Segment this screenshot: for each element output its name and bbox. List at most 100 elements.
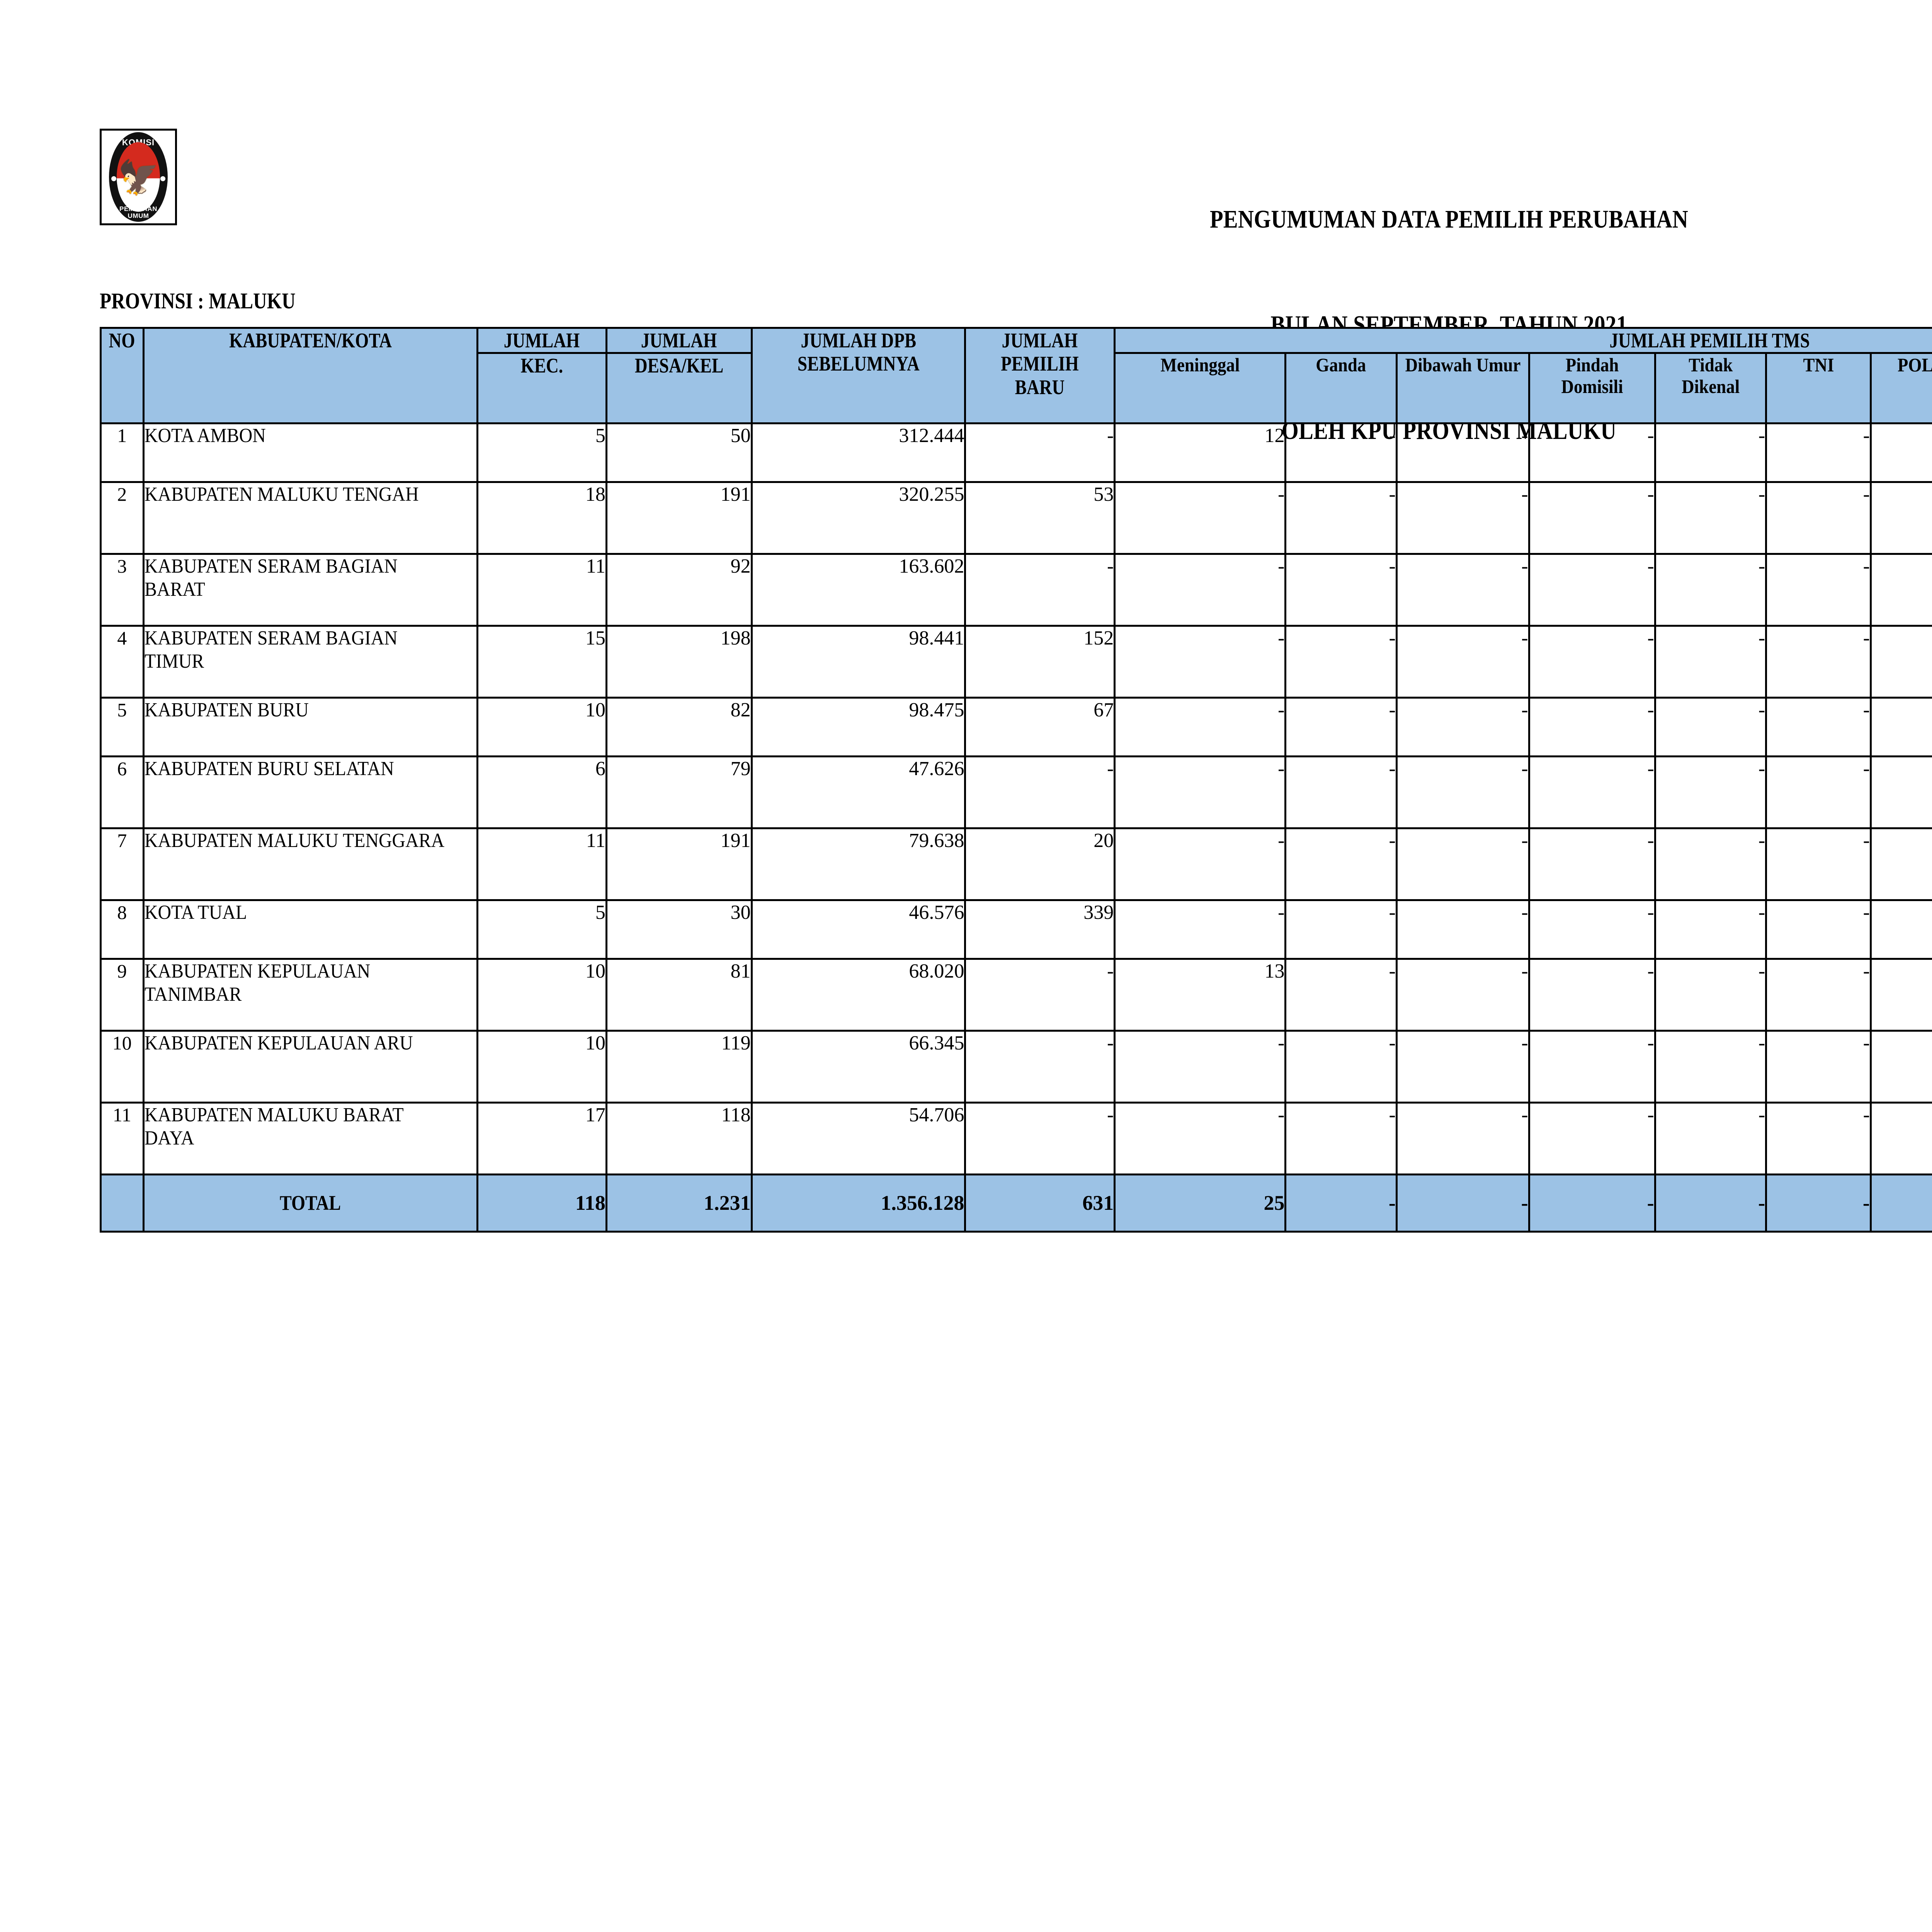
total-cell-tms-tidak-dikenal: - [1654, 1173, 1767, 1233]
cell-tms-tidak-dikenal: - [1654, 755, 1767, 829]
cell-tms-tni: - [1765, 422, 1872, 483]
cell-tms-meninggal: - [1114, 481, 1287, 555]
cell-tms-pindah-domisili: - [1528, 624, 1656, 699]
table-row: 10 KABUPATEN KEPULAUAN ARU 10 119 66.345… [100, 1029, 1932, 1104]
cell-tms-ganda: - [1284, 957, 1398, 1032]
cell-desa-kel: 198 [605, 624, 753, 699]
cell-tms-pindah-domisili: - [1528, 553, 1656, 627]
cell-no: 5 [100, 696, 145, 757]
cell-tms-meninggal: - [1114, 1029, 1287, 1104]
cell-tms-pindah-domisili: - [1528, 957, 1656, 1032]
dpb-table: NO KABUPATEN/KOTA JUMLAH JUMLAH JUMLAH D… [100, 327, 1932, 1233]
cell-tms-ganda: - [1284, 481, 1398, 555]
cell-tms-tni: - [1765, 957, 1872, 1032]
cell-desa-kel: 191 [605, 481, 753, 555]
cell-dpb-sebelumnya: 66.345 [750, 1029, 966, 1104]
table-row: 5 KABUPATEN BURU 10 82 98.475 67 - - - -… [100, 696, 1932, 757]
cell-tms-tidak-dikenal: - [1654, 553, 1767, 627]
cell-tms-dibawah-umur: - [1395, 899, 1530, 960]
cell-kec: 5 [476, 899, 607, 960]
cell-pemilih-baru: - [964, 1101, 1116, 1175]
cell-kec: 5 [476, 422, 607, 483]
cell-desa-kel: 79 [605, 755, 753, 829]
col-header-tms-ganda: Ganda [1284, 352, 1398, 424]
cell-kabupaten-kota: KOTA AMBON [142, 422, 478, 483]
cell-tms-pindah-domisili: - [1528, 696, 1656, 757]
total-cell-tms-dibawah-umur: - [1395, 1173, 1530, 1233]
cell-tms-ganda: - [1284, 1029, 1398, 1104]
cell-tms-polri: - [1869, 696, 1932, 757]
cell-dpb-sebelumnya: 68.020 [750, 957, 966, 1032]
cell-kabupaten-kota: KOTA TUAL [142, 899, 478, 960]
table-total-row: TOTAL 118 1.231 1.356.128 631 25 - - - -… [100, 1173, 1932, 1233]
table-row: 8 KOTA TUAL 5 30 46.576 339 - - - - - - … [100, 899, 1932, 960]
cell-kabupaten-kota: KABUPATEN BURU [142, 696, 478, 757]
cell-no: 2 [100, 481, 145, 555]
total-cell-pemilih-baru: 631 [964, 1173, 1116, 1233]
cell-desa-kel: 119 [605, 1029, 753, 1104]
col-header-jumlah-pemilih-tms: JUMLAH PEMILIH TMS [1114, 327, 1932, 354]
cell-tms-tidak-dikenal: - [1654, 827, 1767, 901]
col-header-tms-tni: TNI [1765, 352, 1872, 424]
logo-text-bottom: PEMILIHAN UMUM [119, 205, 157, 220]
cell-tms-ganda: - [1284, 827, 1398, 901]
col-header-desa-kel: DESA/KEL [605, 352, 753, 424]
total-cell-tms-meninggal: 25 [1114, 1173, 1287, 1233]
table-header: NO KABUPATEN/KOTA JUMLAH JUMLAH JUMLAH D… [100, 327, 1932, 424]
table-body: 1 KOTA AMBON 5 50 312.444 - 12 - - - - -… [100, 422, 1932, 1233]
col-header-jumlah-dpb-sebelumnya: JUMLAH DPB SEBELUMNYA [750, 327, 966, 424]
cell-dpb-sebelumnya: 98.441 [750, 624, 966, 699]
cell-pemilih-baru: - [964, 553, 1116, 627]
cell-pemilih-baru: - [964, 755, 1116, 829]
total-label: TOTAL [142, 1173, 478, 1233]
logo-dot-left-icon [111, 176, 116, 181]
cell-tms-ganda: - [1284, 624, 1398, 699]
cell-kec: 10 [476, 696, 607, 757]
cell-tms-ganda: - [1284, 696, 1398, 757]
cell-tms-tni: - [1765, 624, 1872, 699]
col-header-jumlah-desa-top: JUMLAH [605, 327, 753, 354]
cell-tms-tidak-dikenal: - [1654, 1101, 1767, 1175]
cell-tms-polri: - [1869, 1029, 1932, 1104]
cell-tms-pindah-domisili: - [1528, 827, 1656, 901]
cell-kabupaten-kota: KABUPATEN SERAM BAGIAN TIMUR [142, 624, 478, 699]
col-header-tms-meninggal: Meninggal [1114, 352, 1287, 424]
cell-tms-polri: - [1869, 553, 1932, 627]
cell-tms-meninggal: - [1114, 624, 1287, 699]
cell-tms-pindah-domisili: - [1528, 1029, 1656, 1104]
table-row: 4 KABUPATEN SERAM BAGIAN TIMUR 15 198 98… [100, 624, 1932, 699]
cell-tms-meninggal: - [1114, 1101, 1287, 1175]
cell-kabupaten-kota: KABUPATEN MALUKU BARAT DAYA [142, 1101, 478, 1175]
cell-tms-dibawah-umur: - [1395, 553, 1530, 627]
cell-kec: 10 [476, 957, 607, 1032]
cell-kec: 6 [476, 755, 607, 829]
cell-kec: 15 [476, 624, 607, 699]
cell-dpb-sebelumnya: 79.638 [750, 827, 966, 901]
col-header-jumlah-pemilih-baru: JUMLAH PEMILIH BARU [964, 327, 1116, 424]
dpb-table-container: NO KABUPATEN/KOTA JUMLAH JUMLAH JUMLAH D… [100, 327, 1932, 1233]
cell-dpb-sebelumnya: 46.576 [750, 899, 966, 960]
total-cell-dpb-sebelumnya: 1.356.128 [750, 1173, 966, 1233]
cell-pemilih-baru: 53 [964, 481, 1116, 555]
total-cell-desa-kel: 1.231 [605, 1173, 753, 1233]
table-row: 3 KABUPATEN SERAM BAGIAN BARAT 11 92 163… [100, 553, 1932, 627]
table-row: 1 KOTA AMBON 5 50 312.444 - 12 - - - - -… [100, 422, 1932, 483]
cell-no: 10 [100, 1029, 145, 1104]
cell-pemilih-baru: - [964, 422, 1116, 483]
cell-no: 9 [100, 957, 145, 1032]
cell-tms-polri: - [1869, 624, 1932, 699]
cell-tms-polri: - [1869, 1101, 1932, 1175]
cell-tms-polri: - [1869, 957, 1932, 1032]
cell-tms-meninggal: - [1114, 553, 1287, 627]
cell-kabupaten-kota: KABUPATEN SERAM BAGIAN BARAT [142, 553, 478, 627]
cell-pemilih-baru: 152 [964, 624, 1116, 699]
cell-tms-ganda: - [1284, 422, 1398, 483]
cell-pemilih-baru: 339 [964, 899, 1116, 960]
cell-desa-kel: 81 [605, 957, 753, 1032]
cell-tms-ganda: - [1284, 1101, 1398, 1175]
cell-pemilih-baru: - [964, 1029, 1116, 1104]
logo-oval-ring: KOMISI 🦅 PEMILIHAN UMUM [109, 132, 168, 222]
table-row: 2 KABUPATEN MALUKU TENGAH 18 191 320.255… [100, 481, 1932, 555]
cell-tms-tni: - [1765, 827, 1872, 901]
cell-kabupaten-kota: KABUPATEN MALUKU TENGGARA [142, 827, 478, 901]
